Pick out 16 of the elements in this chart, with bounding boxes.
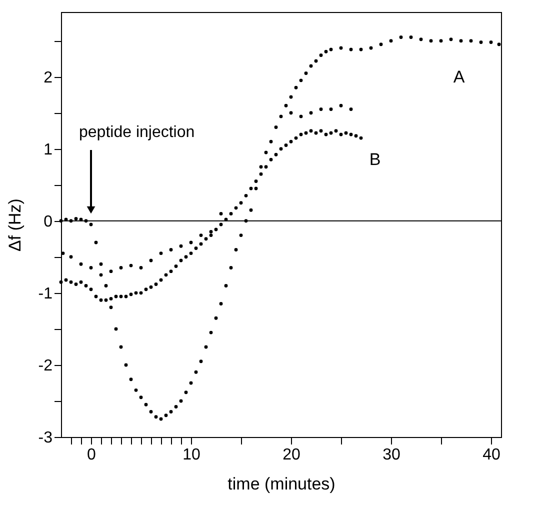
series-label: B [369, 150, 381, 170]
y-tick-label: -2 [38, 357, 53, 374]
x-axis-title: time (minutes) [228, 474, 336, 494]
y-axis-title: Δf (Hz) [5, 198, 24, 252]
y-tick-label: -1 [38, 285, 53, 302]
x-tick-label: 20 [282, 446, 300, 464]
annotation: peptide injection [79, 124, 195, 141]
y-tick-label: 1 [44, 141, 53, 158]
y-tick-label: 2 [44, 69, 53, 86]
y-tick-label: -3 [38, 430, 53, 446]
x-tick-label: 10 [182, 446, 200, 464]
x-tick-label: 0 [87, 446, 96, 464]
x-tick-label: 40 [482, 446, 500, 464]
y-tick-label: 0 [44, 213, 53, 230]
x-tick-label: 30 [382, 446, 400, 464]
series-label: A [453, 67, 466, 86]
